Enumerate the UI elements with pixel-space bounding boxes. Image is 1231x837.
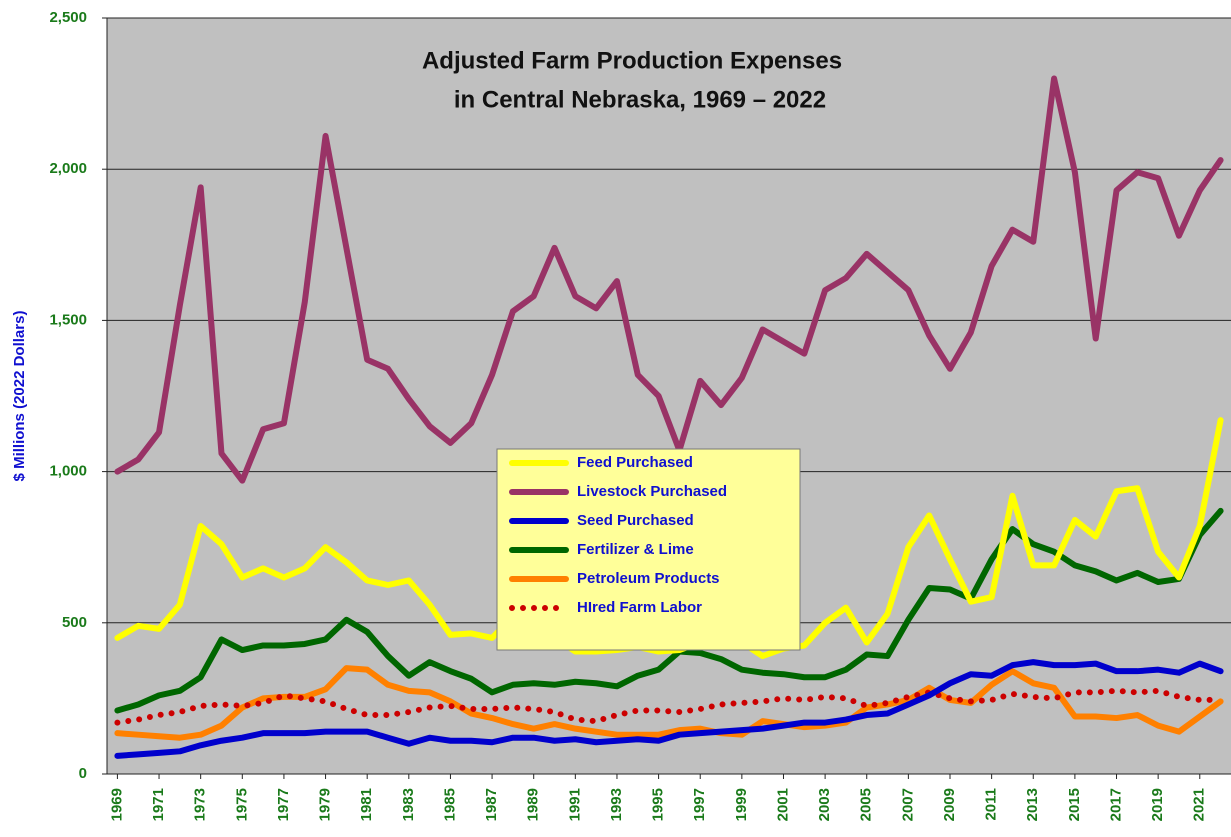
x-tick-label: 1971 <box>150 788 167 821</box>
x-tick-label: 2005 <box>858 788 875 821</box>
x-tick-label: 2007 <box>899 788 916 821</box>
legend-label: Feed Purchased <box>577 454 693 471</box>
x-tick-label: 2009 <box>941 788 958 821</box>
x-tick-label: 1995 <box>650 788 667 821</box>
grid: 0 500 1,000 1,500 2,000 2,500 1969 1971 1973 1975… <box>49 9 1231 821</box>
x-tick-label: 2019 <box>1149 788 1166 821</box>
x-tick-label: 1993 <box>608 788 625 821</box>
x-tick-label: 2001 <box>774 788 791 821</box>
x-tick-label: 1985 <box>441 788 458 821</box>
x-tick-label: 2011 <box>983 788 1000 821</box>
x-tick-label: 1999 <box>733 788 750 821</box>
y-tick-label: 0 <box>79 765 87 782</box>
series-line <box>114 507 1224 714</box>
y-tick-label: 2,000 <box>49 160 87 177</box>
chart-title: Adjusted Farm Production Expenses <box>422 47 842 74</box>
y-tick-label: 2,500 <box>49 9 87 26</box>
x-tick-label: 2013 <box>1024 788 1041 821</box>
legend: Feed Purchased Livestock Purchased Seed Pu… <box>496 448 801 651</box>
legend-label: Livestock Purchased <box>577 483 727 500</box>
x-tick-label: 1991 <box>566 788 583 821</box>
series-line <box>114 75 1224 484</box>
x-tick-label: 1997 <box>691 788 708 821</box>
x-tick-label: 1979 <box>317 788 334 821</box>
x-tick-label: 1975 <box>233 788 250 821</box>
x-tick-label: 1977 <box>275 788 292 821</box>
legend-label: Petroleum Products <box>577 570 720 587</box>
series-line <box>114 687 1224 726</box>
x-tick-label: 1981 <box>358 788 375 821</box>
chart-title: in Central Nebraska, 1969 – 2022 <box>454 86 826 113</box>
x-tick-label: 2021 <box>1191 788 1208 821</box>
x-tick-label: 2015 <box>1066 788 1083 821</box>
y-tick-label: 500 <box>62 614 87 631</box>
x-tick-label: 2003 <box>816 788 833 821</box>
series-line <box>114 417 1224 660</box>
x-tick-label: 1973 <box>192 788 209 821</box>
y-axis-label: $ Millions (2022 Dollars) <box>11 311 28 482</box>
series-line <box>114 659 1224 759</box>
lines <box>114 75 1224 759</box>
y-tick-label: 1,500 <box>49 311 87 328</box>
x-tick-label: 1989 <box>525 788 542 821</box>
x-tick-label: 1969 <box>108 788 125 821</box>
x-tick-label: 1987 <box>483 788 500 821</box>
legend-label: Seed Purchased <box>577 512 694 529</box>
x-tick-label: 2017 <box>1107 788 1124 821</box>
legend-label: HIred Farm Labor <box>577 599 702 616</box>
y-tick-label: 1,000 <box>49 463 87 480</box>
legend-label: Fertilizer & Lime <box>577 541 694 558</box>
x-tick-label: 1983 <box>400 788 417 821</box>
